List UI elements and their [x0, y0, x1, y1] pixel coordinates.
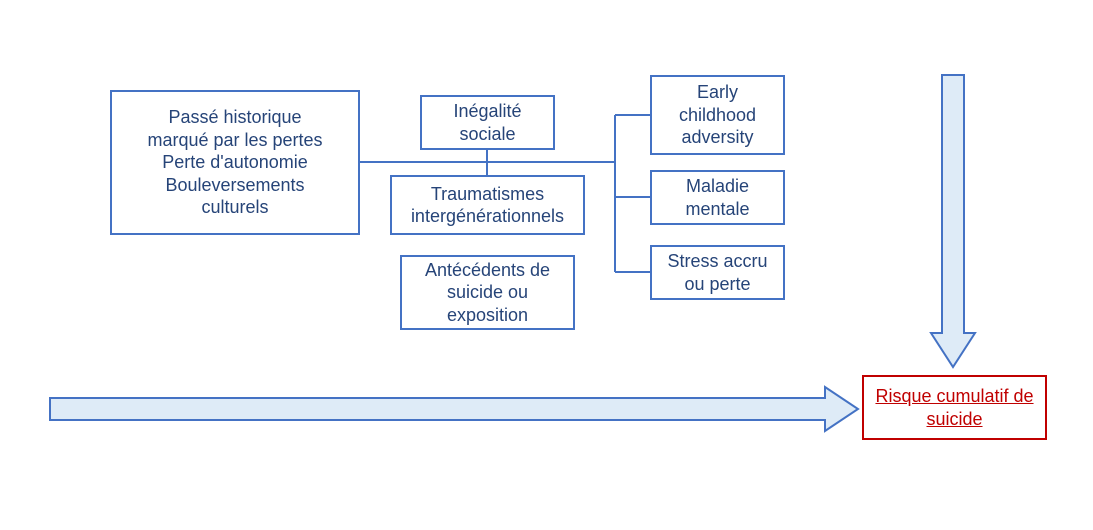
node-historical-line4: Bouleversements — [165, 175, 304, 195]
node-antecedents: Antécédents de suicide ou exposition — [400, 255, 575, 330]
node-mental-illness-line1: Maladie — [686, 176, 749, 196]
node-historical-line5: culturels — [201, 197, 268, 217]
node-historical: Passé historique marqué par les pertes P… — [110, 90, 360, 235]
node-early-childhood-line2: childhood — [679, 105, 756, 125]
block-arrow-down-icon — [931, 75, 975, 367]
node-antecedents-line1: Antécédents de — [425, 260, 550, 280]
node-antecedents-line3: exposition — [447, 305, 528, 325]
block-arrow-right-icon — [50, 387, 858, 431]
node-stress-line2: ou perte — [684, 274, 750, 294]
node-cumulative-risk-line1: Risque cumulatif de — [875, 386, 1033, 406]
node-trauma-line1: Traumatismes — [431, 184, 544, 204]
node-trauma: Traumatismes intergénérationnels — [390, 175, 585, 235]
node-mental-illness-line2: mentale — [685, 199, 749, 219]
node-early-childhood: Early childhood adversity — [650, 75, 785, 155]
node-early-childhood-line1: Early — [697, 82, 738, 102]
node-stress-line1: Stress accru — [667, 251, 767, 271]
node-mental-illness: Maladie mentale — [650, 170, 785, 225]
node-inequality-line1: Inégalité — [453, 101, 521, 121]
node-early-childhood-line3: adversity — [681, 127, 753, 147]
node-trauma-line2: intergénérationnels — [411, 206, 564, 226]
node-cumulative-risk-line2: suicide — [926, 409, 982, 429]
node-stress: Stress accru ou perte — [650, 245, 785, 300]
node-inequality-line2: sociale — [459, 124, 515, 144]
node-historical-line1: Passé historique — [168, 107, 301, 127]
node-inequality: Inégalité sociale — [420, 95, 555, 150]
node-historical-line3: Perte d'autonomie — [162, 152, 308, 172]
node-historical-line2: marqué par les pertes — [147, 130, 322, 150]
node-cumulative-risk: Risque cumulatif de suicide — [862, 375, 1047, 440]
node-antecedents-line2: suicide ou — [447, 282, 528, 302]
